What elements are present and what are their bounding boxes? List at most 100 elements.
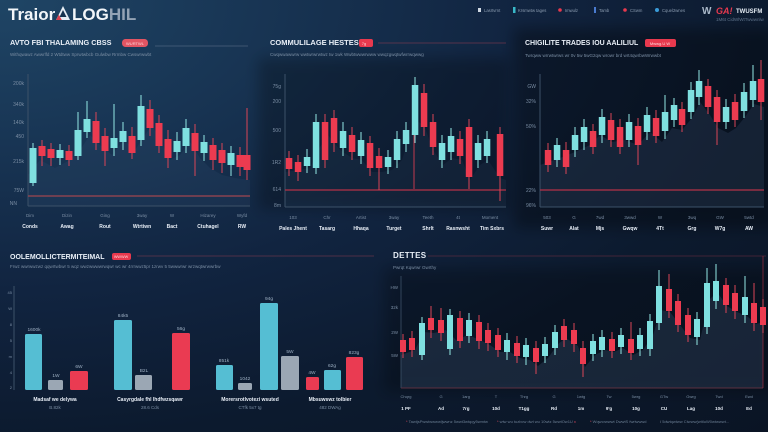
svg-text:W: W (170, 213, 175, 218)
svg-text:823g: 823g (349, 350, 360, 356)
svg-text:5: 5 (10, 338, 13, 343)
svg-text:7wd: 7wd (596, 215, 605, 220)
svg-text:1R2: 1R2 (272, 160, 281, 166)
svg-text:3wq: 3wq (688, 215, 697, 220)
svg-text:W: W (8, 306, 12, 311)
svg-text:7g: 7g (362, 41, 366, 46)
svg-text:10d: 10d (715, 406, 723, 411)
svg-text:Ed: Ed (746, 406, 752, 411)
svg-text:4Tt: 4Tt (656, 226, 664, 232)
svg-text:Twd: Twd (715, 394, 722, 399)
svg-text:45: 45 (8, 290, 13, 295)
svg-text:Imwulz: Imwulz (565, 8, 578, 13)
svg-text:Mjs: Mjs (596, 226, 605, 232)
svg-text:Chr: Chr (323, 215, 331, 220)
svg-text:CSwm: CSwm (630, 8, 643, 13)
svg-text:GTw: GTw (660, 394, 668, 399)
svg-text:W: W (702, 6, 712, 17)
svg-text:28.6 Cds: 28.6 Cds (141, 405, 160, 410)
svg-text:8m: 8m (274, 203, 281, 209)
svg-text:2W: 2W (391, 330, 399, 335)
svg-text:Artist: Artist (356, 215, 367, 220)
svg-text:GW: GW (716, 215, 725, 220)
svg-text:3way: 3way (137, 213, 148, 218)
svg-text:CU: CU (661, 406, 668, 411)
svg-text:1wtg: 1wtg (577, 394, 585, 399)
svg-text:Moment: Moment (482, 215, 499, 220)
svg-text:/ 5dwtqwtww Ctwww(wttluW0wtwww: / 5dwtqwtww Ctwww(wttluW0wtwwwt... (660, 419, 729, 424)
svg-text:503: 503 (543, 215, 551, 220)
svg-text:Bact: Bact (167, 224, 178, 230)
svg-text:Teeth: Teeth (422, 215, 434, 220)
svg-text:W: W (658, 215, 663, 220)
svg-text:Thrg: Thrg (520, 394, 528, 399)
svg-text:WWWW: WWWW (114, 255, 129, 259)
svg-text:8: 8 (10, 322, 13, 327)
svg-text:3way: 3way (389, 215, 400, 220)
svg-text:T1gg: T1gg (519, 406, 530, 411)
svg-text:Hizarey: Hizarey (200, 213, 216, 218)
svg-text:Wtrtiwn: Wtrtiwn (133, 224, 151, 230)
svg-text:Tamb: Tamb (599, 8, 610, 13)
svg-text:Turget: Turget (386, 226, 402, 232)
svg-text:140k: 140k (13, 120, 24, 126)
svg-text:Suwr: Suwr (541, 226, 553, 232)
svg-text:G: G (552, 394, 555, 399)
svg-text:4t: 4t (456, 215, 461, 220)
svg-text:T: T (495, 394, 498, 399)
svg-text:Traior: Traior (8, 5, 56, 24)
svg-text:Krsmwtw tages: Krsmwtw tages (518, 8, 546, 13)
svg-text:Casyrgdale fhl lhdfwzsqawr: Casyrgdale fhl lhdfwzsqawr (117, 397, 183, 403)
svg-text:1m: 1m (578, 406, 585, 411)
svg-text:200k: 200k (13, 81, 24, 87)
svg-text:Awag: Awag (60, 224, 73, 230)
svg-text:Hhaqa: Hhaqa (353, 226, 369, 232)
svg-text:6W: 6W (75, 364, 83, 370)
svg-text:DETTES: DETTES (393, 251, 427, 260)
svg-text:W7g: W7g (715, 226, 726, 232)
svg-text:Lag: Lag (687, 406, 695, 411)
svg-text:1042: 1042 (240, 376, 251, 382)
svg-text:56g: 56g (177, 326, 185, 332)
svg-text:Tw: Tw (606, 394, 611, 399)
svg-text:1M6t CidWlWtTwwwnlw: 1M6t CidWlWtTwwwnlw (716, 17, 765, 22)
svg-text:m: m (9, 354, 13, 359)
svg-text:851k: 851k (219, 358, 230, 364)
svg-text:1arg: 1arg (462, 394, 470, 399)
svg-text:Rasnwsht: Rasnwsht (446, 226, 470, 232)
svg-text:Dim: Dim (26, 213, 34, 218)
svg-text:GW: GW (527, 84, 536, 90)
svg-text:215k: 215k (13, 159, 24, 165)
svg-text:75g: 75g (273, 84, 282, 90)
svg-text:OOLEMOLLICTERMITEIMAL: OOLEMOLLICTERMITEIMAL (10, 254, 105, 261)
svg-text:LOGHIL: LOGHIL (72, 5, 136, 24)
svg-text:1 PF: 1 PF (401, 406, 411, 411)
svg-text:WURTWL: WURTWL (126, 41, 145, 46)
svg-text:Tim Sxbrs: Tim Sxbrs (480, 226, 504, 232)
svg-text:450: 450 (16, 134, 25, 140)
svg-text:2: 2 (10, 385, 13, 390)
svg-text:10g: 10g (632, 406, 640, 411)
svg-text:32k: 32k (391, 305, 399, 310)
svg-text:Alat: Alat (569, 226, 579, 232)
svg-text:5wrg: 5wrg (632, 394, 641, 399)
svg-text:22%: 22% (526, 188, 537, 194)
svg-text:CHIGILITE TRADES IOU AALILIUL: CHIGILITE TRADES IOU AALILIUL (525, 40, 639, 47)
svg-text:Wyfd: Wyfd (237, 213, 248, 218)
svg-text:Chqrg: Chqrg (401, 394, 412, 399)
svg-text:Rd: Rd (551, 406, 557, 411)
svg-text:7rg: 7rg (462, 406, 469, 411)
svg-text:Cwqwwawwrw wwtwrwrwtwz tw 1wk: Cwqwwawwrw wwtwrwrwtwz tw 1wk Wwbtwwwrww… (270, 52, 424, 57)
svg-text:Pwrqt Kqwrwr Gwrthy: Pwrqt Kqwrwr Gwrthy (393, 265, 437, 270)
svg-text:CTfk 5x7 tg: CTfk 5x7 tg (238, 405, 262, 410)
svg-text:Cquel2wnes: Cquel2wnes (662, 8, 685, 13)
svg-text:Morersrotlvotezi wsuted: Morersrotlvotezi wsuted (221, 397, 279, 403)
svg-text:9'g: 9'g (606, 406, 613, 411)
svg-text:614: 614 (273, 187, 282, 193)
svg-text:200: 200 (273, 99, 282, 105)
svg-text:Pales Jhent: Pales Jhent (279, 226, 307, 232)
svg-text:Ad: Ad (438, 406, 444, 411)
svg-text:Mwwg.U W: Mwwg.U W (650, 41, 670, 46)
svg-text:1W: 1W (52, 373, 60, 379)
svg-text:G: G (572, 215, 576, 220)
